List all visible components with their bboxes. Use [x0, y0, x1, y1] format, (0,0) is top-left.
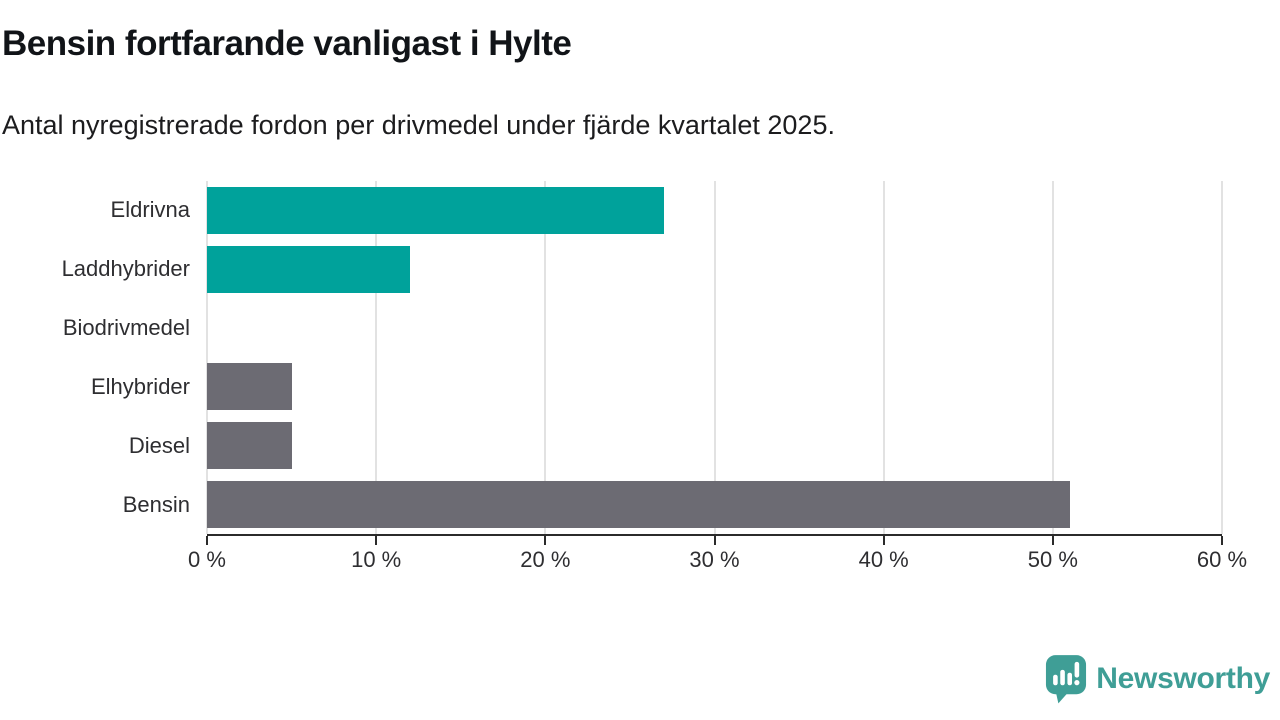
bar-bensin	[207, 481, 1070, 529]
x-tick-60	[1221, 536, 1223, 545]
category-label-biodrivmedel: Biodrivmedel	[62, 315, 190, 341]
x-tick-label: 40 %	[858, 547, 909, 572]
x-axis-tick-labels: 0 % 10 % 20 % 30 % 40 % 50 % 60 %	[188, 547, 1247, 577]
bar-elhybrider	[207, 363, 292, 411]
category-label-diesel: Diesel	[128, 432, 190, 458]
x-tick-40	[882, 536, 885, 545]
gridline-60	[1221, 181, 1223, 534]
bar-diesel	[207, 422, 292, 470]
gridline-50	[1051, 181, 1054, 534]
gridline-40	[882, 181, 885, 534]
x-tick-50	[1051, 536, 1054, 545]
x-tick-label: 10 %	[351, 547, 402, 572]
category-label-laddhybrider: Laddhybrider	[61, 256, 190, 282]
x-tick-20	[544, 536, 547, 545]
brand-name: Newsworthy	[1096, 662, 1270, 695]
page-title: Bensin fortfarande vanligast i Hylte	[2, 24, 572, 63]
category-label-eldrivna: Eldrivna	[110, 197, 190, 223]
gridline-20	[544, 181, 547, 534]
x-tick-label: 30 %	[689, 547, 740, 572]
x-tick-label: 60 %	[1196, 547, 1248, 572]
page-subtitle: Antal nyregistrerade fordon per drivmede…	[2, 110, 835, 140]
brand-footer: Newsworthy	[1045, 654, 1270, 704]
x-tick-label: 0 %	[188, 547, 226, 572]
newsworthy-logo-icon	[1046, 655, 1087, 704]
y-axis-labels: Eldrivna Laddhybrider Biodrivmedel Elhybrid…	[0, 181, 190, 534]
x-tick-0	[206, 536, 208, 545]
plot-area	[206, 181, 1223, 545]
gridline-10	[375, 181, 378, 534]
x-tick-label: 20 %	[520, 547, 571, 572]
x-tick-30	[713, 536, 716, 545]
x-tick-label: 50 %	[1027, 547, 1078, 572]
x-axis-line	[207, 534, 1222, 536]
gridline-0	[206, 181, 208, 534]
category-label-bensin: Bensin	[122, 491, 190, 517]
category-label-elhybrider: Elhybrider	[90, 373, 190, 399]
bar-eldrivna	[207, 186, 664, 234]
x-tick-10	[375, 536, 378, 545]
gridline-30	[713, 181, 716, 534]
bar-laddhybrider	[207, 245, 410, 293]
